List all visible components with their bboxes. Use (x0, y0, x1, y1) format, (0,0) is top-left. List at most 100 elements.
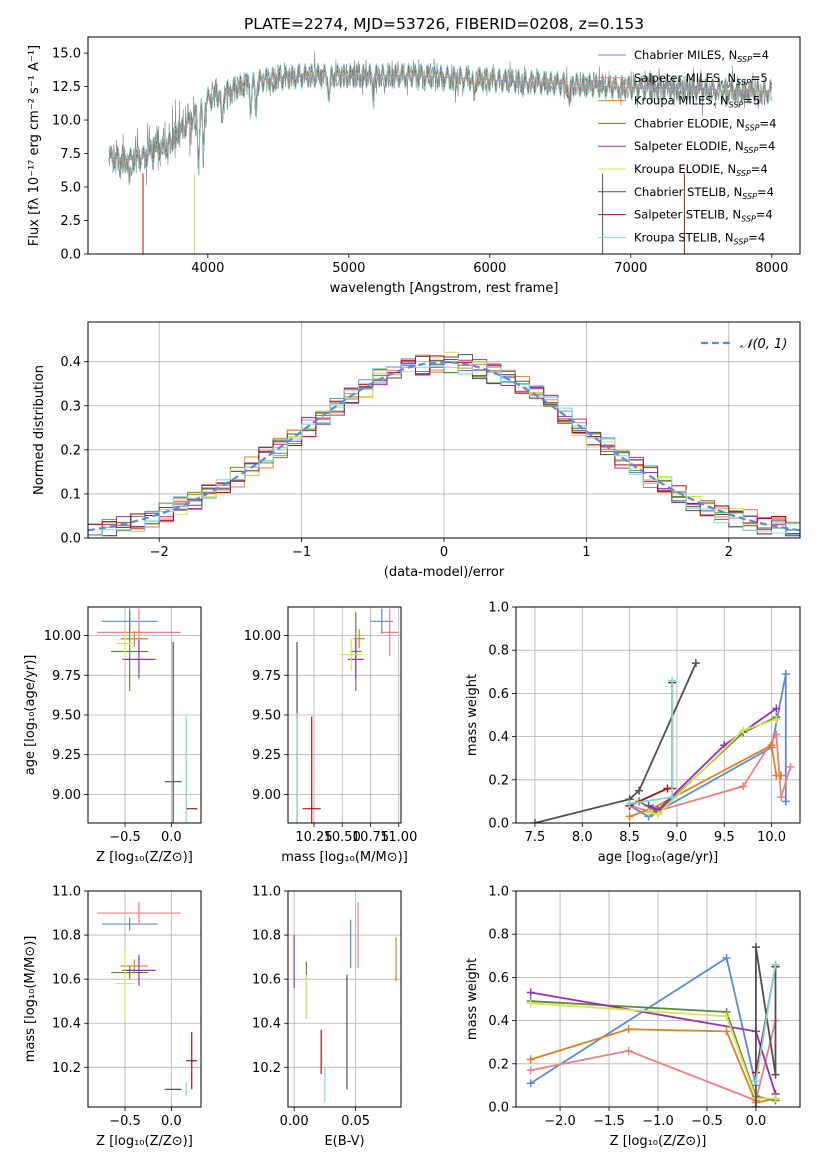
x-axis-label: mass [log₁₀(M/M⊙)] (281, 850, 408, 865)
y-tick-label: 0.0 (60, 532, 81, 547)
axes-frame (87, 36, 801, 255)
x-tick-label: 7000 (614, 261, 647, 276)
legend-entry: Chabrier MILES, NSSP=4 (634, 48, 769, 64)
axes-age_vs_Z: −0.5 0.0 9.00 9.25 9.50 9.75 10.00 Z [log₁₀(Z/Z… (23, 606, 202, 865)
marker (668, 676, 677, 685)
x-tick-label: 0.0 (161, 1114, 182, 1129)
x-tick-label: 0.0 (746, 1114, 767, 1129)
errorbar-salpeter-stelib (186, 1032, 198, 1090)
x-tick-label: 9.5 (714, 830, 735, 845)
y-tick-label: 9.50 (52, 709, 81, 724)
series-kroupa-elodie (526, 999, 780, 1103)
axes-spectrum: 4000 5000 6000 7000 8000 0.0 2.5 5.0 7.5 10.0 12.5… (27, 36, 801, 296)
plot-area-spectrum (108, 51, 772, 254)
y-axis-label: age [log₁₀(age/yr)] (23, 655, 38, 776)
x-axis-label: (data-model)/error (384, 565, 505, 580)
x-axis-label: Z [log₁₀(Z/Z⊙)] (96, 1134, 193, 1149)
marker (526, 988, 535, 997)
x-tick-label: −2 (150, 545, 169, 560)
marker (739, 726, 748, 735)
y-axis-label: mass weight (465, 674, 480, 756)
y-tick-label: 5.0 (60, 181, 81, 196)
x-tick-label: −2.0 (544, 1114, 576, 1129)
plot-area-age_vs_Z (97, 608, 198, 823)
axes-frame (87, 606, 202, 824)
series-kroupa-elodie (644, 715, 781, 819)
y-tick-label: 10.2 (252, 1061, 281, 1076)
axes-mass_vs_Z: −0.5 0.0 10.2 10.4 10.6 10.8 11.0 Z [log₁₀(Z/Z⊙… (23, 885, 202, 1149)
marker (722, 953, 731, 962)
y-tick-label: 10.00 (44, 629, 81, 644)
marker (771, 1094, 780, 1103)
marker (772, 715, 781, 724)
marker (772, 704, 781, 713)
axes-mw_vs_Z: −2.0 −1.5 −1.0 −0.5 0.0 0.0 0.2 0.4 0.6 0.8 1.0 Z [… (465, 885, 801, 1149)
axes-frame (515, 890, 801, 1108)
errorbar-chabrier-miles (101, 917, 158, 931)
y-tick-label: 0.4 (60, 355, 81, 370)
x-tick-label: −0.5 (691, 1114, 723, 1129)
y-tick-label: 2.5 (60, 214, 81, 229)
plot-area-mass_vs_Z (97, 902, 198, 1096)
marker (767, 741, 776, 750)
grid-age_vs_mass (288, 607, 401, 823)
y-tick-label: 0.8 (488, 644, 509, 659)
x-tick-label: −0.5 (109, 1114, 141, 1129)
y-tick-label: 10.8 (52, 929, 81, 944)
legend-entry: Chabrier ELODIE, NSSP=4 (634, 116, 776, 132)
x-tick-label: 8000 (755, 261, 788, 276)
x-tick-label: 8.0 (572, 830, 593, 845)
y-tick-label: 9.25 (52, 748, 81, 763)
axes-frame (287, 890, 402, 1108)
plot-area-mw_vs_age (530, 659, 795, 823)
y-tick-label: 11.0 (52, 885, 81, 900)
panels: 4000 5000 6000 7000 80000.02.55.07.510.012.5… (23, 36, 801, 1149)
marker (781, 669, 790, 678)
y-tick-label: 10.4 (252, 1017, 281, 1032)
marker (526, 1066, 535, 1075)
marker (526, 999, 535, 1008)
x-axis-label: Z [log₁₀(Z/Z⊙)] (96, 850, 193, 865)
series-kroupa-stelib (625, 676, 677, 808)
legend-entry: Kroupa MILES, NSSP=5 (634, 94, 760, 110)
plot-area-age_vs_mass (296, 608, 399, 823)
legend-entry: Salpeter ELODIE, NSSP=4 (634, 139, 775, 155)
legend-entry: 𝒩(0, 1) (740, 337, 787, 352)
plot-area-mw_vs_Z (526, 943, 780, 1107)
x-axis-label: E(B-V) (324, 1134, 364, 1149)
marker (751, 1103, 760, 1107)
series-salpeter-miles (625, 730, 795, 817)
errorbar-salpeter-miles (97, 902, 181, 925)
y-tick-label: 1.0 (488, 601, 509, 616)
legend-entry: Kroupa ELODIE, NSSP=4 (634, 162, 768, 178)
errorbar-salpeter-elodie (122, 954, 156, 986)
y-tick-label: 10.6 (52, 973, 81, 988)
x-tick-label: 0 (440, 545, 448, 560)
y-tick-label: 12.5 (52, 80, 81, 95)
y-tick-label: 11.0 (252, 885, 281, 900)
marker (771, 1070, 780, 1079)
normal-curve (88, 360, 800, 532)
x-tick-label: −1 (292, 545, 311, 560)
errorbar-kroupa-elodie (115, 948, 135, 1019)
marker (624, 1025, 633, 1034)
x-tick-label: 5000 (332, 261, 365, 276)
errorbar-kroupa-elodie (339, 638, 363, 671)
figure-title: PLATE=2274, MJD=53726, FIBERID=0208, z=0… (244, 15, 644, 33)
marker (722, 1027, 731, 1036)
grid-age_vs_Z (88, 607, 201, 823)
x-tick-label: 10.25 (295, 830, 332, 845)
x-tick-label: 9.0 (667, 830, 688, 845)
y-tick-label: 0.0 (488, 1101, 509, 1116)
marker (530, 819, 539, 823)
x-axis-label: Z [log₁₀(Z/Z⊙)] (610, 1134, 707, 1149)
marker (751, 943, 760, 952)
marker (722, 1012, 731, 1021)
marker (772, 730, 781, 739)
marker (777, 771, 786, 780)
plot-area-residuals (88, 351, 800, 537)
x-tick-label: 4000 (191, 261, 224, 276)
errorbar-salpeter-elodie (122, 640, 156, 679)
x-tick-label: 11.00 (380, 830, 417, 845)
